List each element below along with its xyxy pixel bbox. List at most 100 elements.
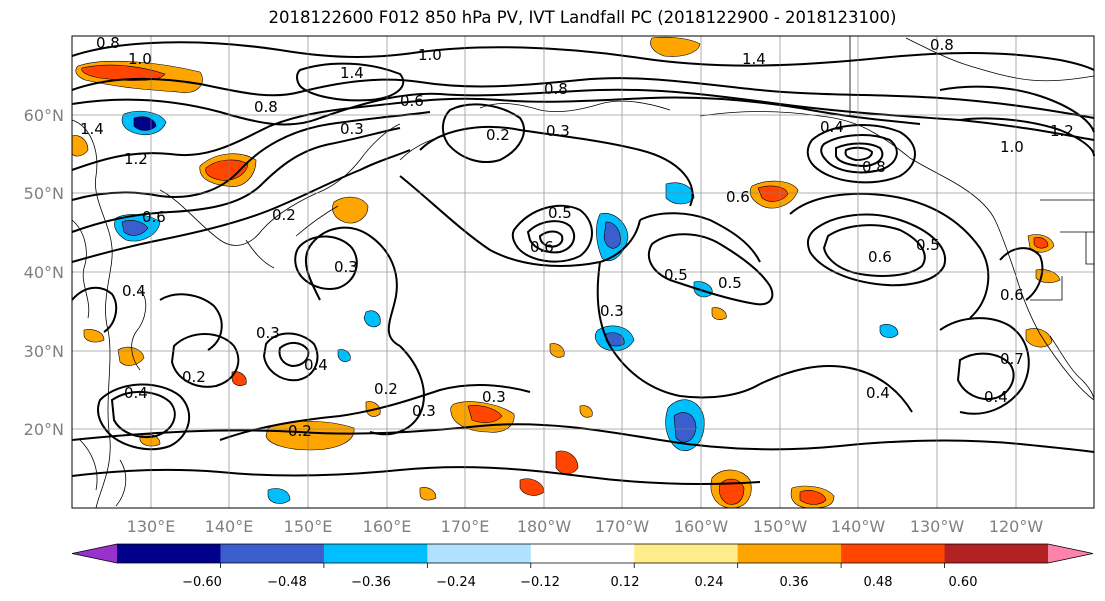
lon-label: 180°W: [517, 517, 572, 536]
anomaly-negative: [673, 412, 697, 443]
lon-label: 140°E: [205, 517, 254, 536]
lat-label: 60°N: [24, 106, 64, 125]
contour-label: 0.4: [122, 282, 146, 300]
contour-label: 0.3: [600, 302, 624, 320]
contour-line: [294, 235, 358, 290]
contour-label: 0.3: [482, 388, 506, 406]
contour-line: [159, 293, 223, 351]
lat-label: 50°N: [24, 184, 64, 203]
contour-line: [97, 383, 190, 451]
contour-label: 0.2: [486, 126, 510, 144]
contour-line: [806, 124, 916, 184]
coastline: [245, 205, 339, 269]
contour-label: 0.6: [868, 248, 892, 266]
contour-line: [822, 224, 926, 277]
anomaly-positive: [799, 490, 827, 505]
anomaly-positive: [71, 135, 89, 157]
contour-label: 0.3: [546, 122, 570, 140]
contour-label: 0.5: [916, 236, 940, 254]
anomaly-positive: [332, 196, 369, 224]
anomaly-negative: [337, 349, 351, 362]
contour-label: 0.2: [288, 422, 312, 440]
anomaly-positive: [555, 450, 579, 475]
pv-contours: [71, 41, 1095, 485]
contour-line: [647, 233, 774, 306]
contour-line: [71, 149, 411, 263]
lon-label: 150°W: [753, 517, 808, 536]
colorbar-tick-label: −0.48: [267, 575, 307, 590]
longitude-labels: 130°E 140°E 150°E 160°E 170°E 180°W 170°…: [127, 517, 1044, 536]
anomaly-negative: [363, 310, 381, 328]
contour-line: [262, 332, 319, 382]
contour-label: 1.4: [80, 120, 104, 138]
lon-label: 130°E: [127, 517, 176, 536]
colorbar-segment: [737, 544, 842, 563]
colorbar-tick-labels: −0.60 −0.48 −0.36 −0.24 −0.12 0.12 0.24 …: [182, 575, 977, 590]
lon-label: 140°W: [831, 517, 886, 536]
contour-line: [71, 423, 1095, 453]
colorbar-segment: [530, 544, 635, 563]
contour-label: 0.2: [272, 206, 296, 224]
anomaly-positive: [579, 405, 593, 418]
colorbar-tick-label: 0.48: [864, 575, 893, 590]
contour-label: 0.5: [718, 274, 742, 292]
anomaly-negative: [133, 116, 157, 131]
contour-label: 0.6: [400, 92, 424, 110]
contour-line: [71, 77, 1095, 119]
anomaly-positive: [549, 343, 565, 358]
contour-line: [304, 226, 401, 347]
contour-line: [296, 62, 405, 102]
contour-line: [71, 286, 118, 333]
contour-label: 1.0: [128, 50, 152, 68]
colorbar-extend-min: [72, 544, 117, 563]
colorbar-segment: [841, 544, 946, 563]
contour-line: [170, 333, 240, 388]
contour-label: 1.4: [340, 64, 364, 82]
contour-label: 0.6: [530, 238, 554, 256]
coastline: [1049, 335, 1095, 401]
contour-line: [639, 212, 761, 263]
colorbar-outline: [71, 543, 1094, 564]
contour-line: [596, 261, 761, 399]
coastline: [699, 111, 997, 223]
colorbar-tick-label: 0.12: [611, 575, 640, 590]
contour-line: [939, 85, 1095, 133]
contour-line: [956, 352, 1015, 400]
contour-line: [419, 125, 694, 207]
contour-line: [939, 317, 1030, 415]
anomaly-positive: [1033, 237, 1049, 249]
anomaly-negative: [121, 220, 149, 236]
colorbar-tick-label: −0.24: [436, 575, 476, 590]
anomaly-positive: [757, 185, 789, 202]
colorbar-tick-label: −0.36: [351, 575, 391, 590]
contour-line: [538, 230, 564, 248]
coastline: [131, 289, 147, 371]
contour-label: 1.4: [742, 50, 766, 68]
lon-label: 120°W: [989, 517, 1044, 536]
lon-label: 160°W: [674, 517, 729, 536]
contour-line: [369, 345, 425, 436]
contour-line: [71, 96, 921, 171]
contour-label: 0.3: [340, 120, 364, 138]
lon-label: 170°E: [441, 517, 490, 536]
anomaly-positive: [711, 307, 727, 320]
anomaly-negative: [267, 488, 291, 504]
contour-label: 0.8: [96, 34, 120, 52]
contour-label: 1.2: [1050, 122, 1074, 140]
lat-label: 30°N: [24, 342, 64, 361]
contour-line: [219, 383, 531, 441]
contour-label: 0.4: [866, 384, 890, 402]
contour-label: 1.0: [418, 46, 442, 64]
colorbar-segment: [634, 544, 739, 563]
contour-label: 0.3: [334, 258, 358, 276]
contour-label: 0.2: [374, 380, 398, 398]
anomaly-negative: [879, 324, 899, 338]
colorbar-segments: [71, 543, 1094, 564]
anomaly-negative: [665, 182, 695, 205]
colorbar-tick-label: −0.60: [182, 575, 222, 590]
anomaly-positive: [467, 405, 503, 423]
colorbar-segment: [323, 544, 428, 563]
anomaly-positive: [419, 487, 437, 501]
contour-label: 0.4: [984, 388, 1008, 406]
